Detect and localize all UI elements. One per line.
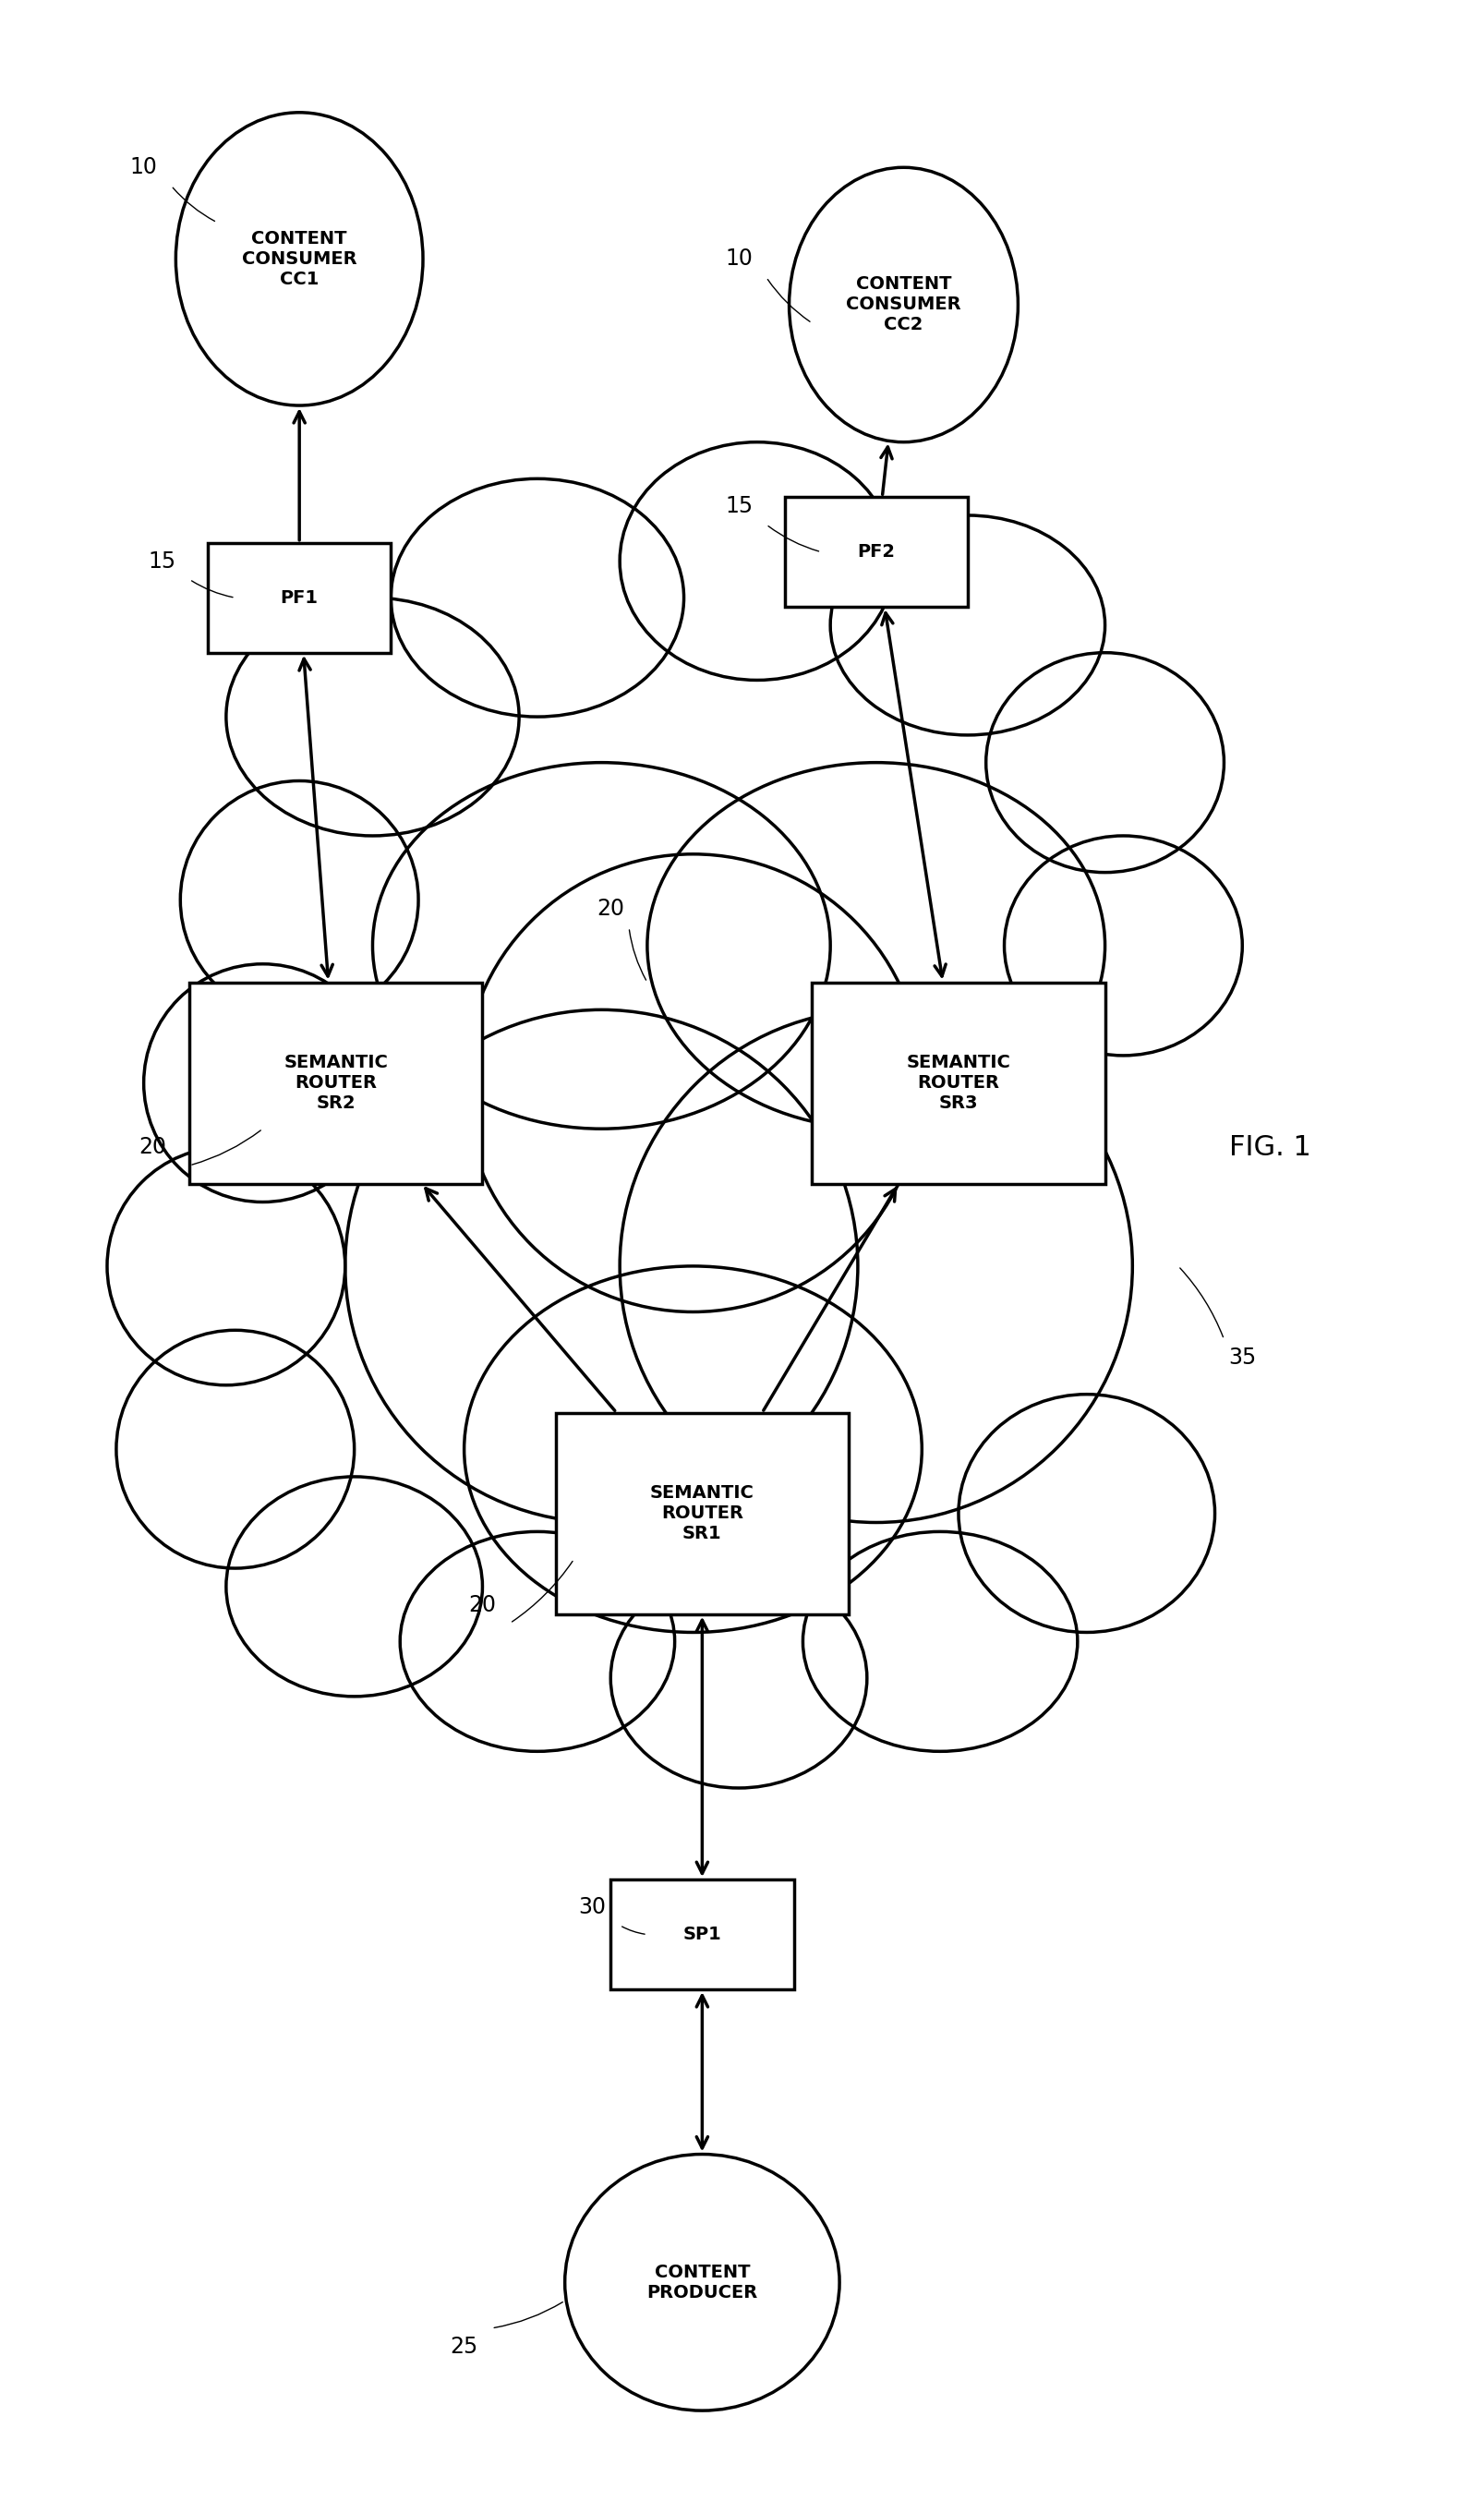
FancyArrowPatch shape: [696, 1621, 708, 1872]
Text: 15: 15: [724, 495, 752, 518]
Ellipse shape: [647, 761, 1104, 1128]
Bar: [784, 498, 968, 608]
Ellipse shape: [390, 477, 684, 716]
FancyArrowPatch shape: [880, 447, 892, 495]
Ellipse shape: [144, 965, 381, 1201]
FancyArrowPatch shape: [294, 412, 304, 540]
Text: SP1: SP1: [683, 1925, 721, 1943]
Bar: [610, 1880, 794, 1990]
Text: PF1: PF1: [280, 588, 318, 606]
Bar: [812, 983, 1104, 1184]
Ellipse shape: [226, 598, 519, 837]
Text: SEMANTIC
ROUTER
SR1: SEMANTIC ROUTER SR1: [650, 1485, 754, 1543]
Ellipse shape: [957, 1395, 1214, 1633]
Ellipse shape: [610, 1568, 867, 1787]
Ellipse shape: [1003, 837, 1242, 1055]
Ellipse shape: [344, 1010, 858, 1523]
Text: 20: 20: [597, 897, 625, 920]
FancyArrowPatch shape: [426, 1189, 614, 1410]
Ellipse shape: [464, 1267, 922, 1633]
Ellipse shape: [372, 761, 830, 1128]
Text: FIG. 1: FIG. 1: [1227, 1133, 1310, 1161]
Ellipse shape: [107, 1146, 344, 1385]
Bar: [208, 543, 390, 653]
FancyArrowPatch shape: [763, 1189, 895, 1410]
Text: CONTENT
CONSUMER
CC2: CONTENT CONSUMER CC2: [846, 276, 960, 334]
Ellipse shape: [116, 1329, 355, 1568]
Ellipse shape: [619, 1010, 1132, 1523]
Bar: [190, 983, 482, 1184]
Ellipse shape: [564, 2154, 838, 2410]
Text: 10: 10: [131, 156, 157, 178]
Text: CONTENT
PRODUCER: CONTENT PRODUCER: [646, 2264, 757, 2302]
Text: 25: 25: [450, 2335, 478, 2357]
Ellipse shape: [175, 113, 423, 405]
Text: CONTENT
CONSUMER
CC1: CONTENT CONSUMER CC1: [242, 229, 356, 289]
Ellipse shape: [619, 442, 893, 681]
Bar: [555, 1412, 849, 1613]
Text: 10: 10: [724, 249, 752, 269]
Text: 35: 35: [1227, 1347, 1255, 1370]
Text: SEMANTIC
ROUTER
SR2: SEMANTIC ROUTER SR2: [283, 1053, 387, 1113]
Text: 20: 20: [469, 1593, 496, 1616]
Ellipse shape: [803, 1530, 1077, 1752]
Text: PF2: PF2: [856, 543, 895, 560]
Ellipse shape: [985, 653, 1223, 872]
Text: 30: 30: [579, 1895, 605, 1917]
Text: SEMANTIC
ROUTER
SR3: SEMANTIC ROUTER SR3: [905, 1053, 1011, 1113]
FancyArrowPatch shape: [696, 1995, 708, 2149]
Ellipse shape: [830, 515, 1104, 736]
Text: 20: 20: [139, 1136, 166, 1158]
FancyArrowPatch shape: [298, 658, 332, 975]
Ellipse shape: [180, 782, 418, 1018]
Text: 15: 15: [148, 550, 175, 573]
Ellipse shape: [788, 168, 1018, 442]
Ellipse shape: [226, 1478, 482, 1696]
FancyArrowPatch shape: [881, 613, 945, 975]
Ellipse shape: [399, 1530, 674, 1752]
Ellipse shape: [464, 854, 922, 1312]
